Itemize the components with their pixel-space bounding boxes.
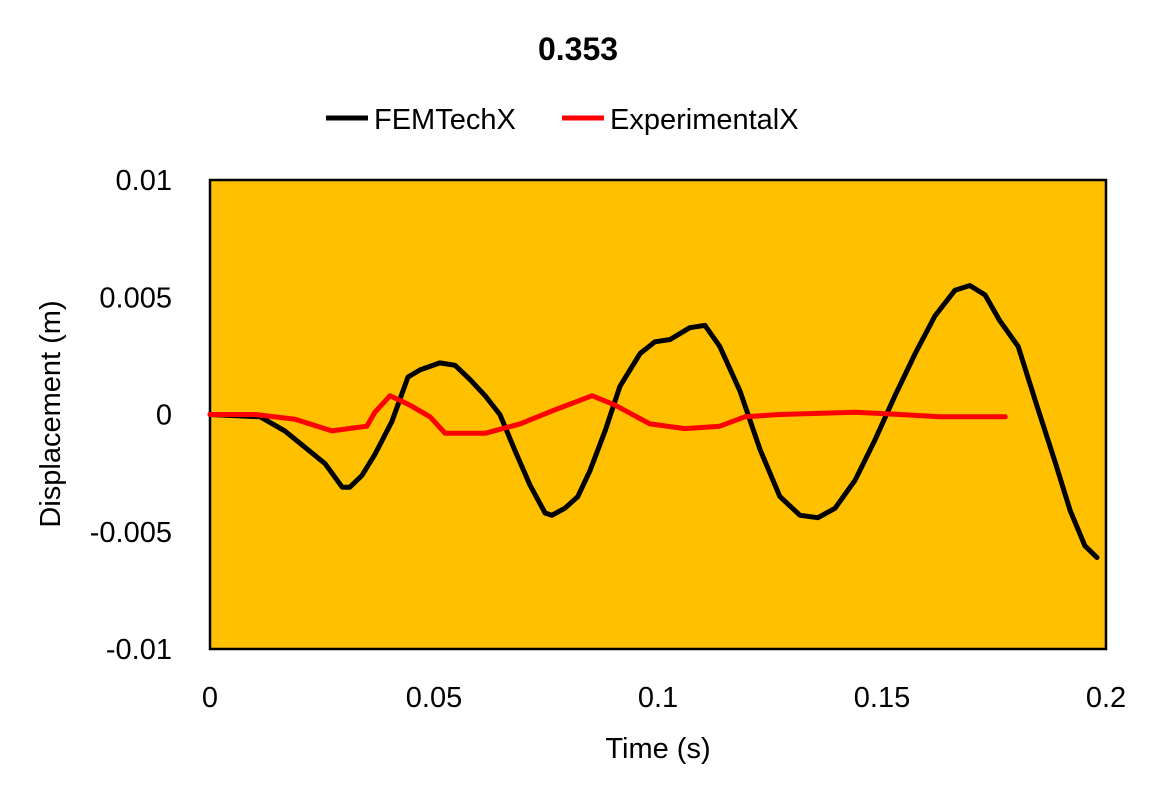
y-tick-label: -0.01 — [106, 634, 172, 666]
y-tick-label: 0.01 — [116, 165, 172, 197]
x-tick-label: 0.05 — [406, 682, 462, 714]
y-tick-label: 0.005 — [99, 282, 172, 314]
y-axis-label: Displacement (m) — [35, 300, 67, 527]
series-lines — [207, 283, 1100, 560]
legend-label-femtechx: FEMTechX — [374, 104, 516, 136]
legend: FEMTechX ExperimentalX — [326, 104, 799, 136]
y-axis-ticks: 0.01 0.005 0 -0.005 -0.01 — [90, 165, 172, 666]
legend-label-experimentalx: ExperimentalX — [610, 104, 799, 136]
y-tick-label: 0 — [156, 400, 172, 432]
chart-title: 0.353 — [538, 31, 618, 67]
x-axis-ticks: 0 0.05 0.1 0.15 0.2 — [202, 682, 1126, 714]
x-axis-label: Time (s) — [605, 733, 710, 765]
series-line-femtechx — [207, 283, 1100, 560]
x-tick-label: 0.15 — [854, 682, 910, 714]
x-tick-label: 0.1 — [638, 682, 678, 714]
x-tick-label: 0 — [202, 682, 218, 714]
x-tick-label: 0.2 — [1086, 682, 1126, 714]
y-tick-label: -0.005 — [90, 517, 172, 549]
series-line-experimentalx — [207, 393, 1008, 436]
